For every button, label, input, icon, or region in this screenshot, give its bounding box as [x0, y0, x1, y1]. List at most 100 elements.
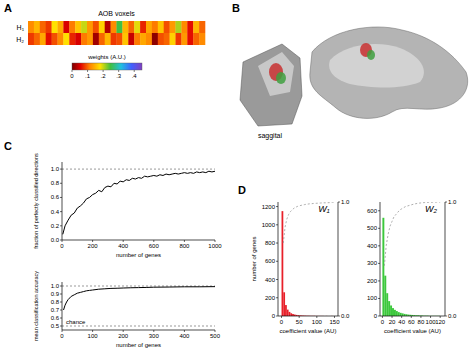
- x-axis: [62, 330, 215, 331]
- colorbar-tick: [103, 70, 104, 72]
- y-tick-label: 0: [374, 313, 378, 319]
- colorbar-tick-label: .4: [132, 73, 138, 79]
- colorbar: [72, 63, 142, 70]
- panel-label: D: [238, 184, 246, 196]
- x-tick-label: 100: [88, 333, 99, 339]
- heatmap-cell: [87, 21, 93, 33]
- x-tick: [440, 316, 441, 318]
- x-tick: [334, 316, 335, 318]
- y-tick: [60, 310, 62, 311]
- y-axis: [62, 162, 63, 240]
- figure: AAOB voxelsH₁H₂weights (A.U.)0.1.2.3.4Bs…: [0, 0, 474, 355]
- y-tick-label: 1000: [262, 222, 276, 228]
- y-tick: [60, 302, 62, 303]
- y-axis: [380, 202, 381, 316]
- x-tick-label: 0: [381, 319, 385, 325]
- heatmap-cell: [111, 33, 117, 45]
- x-tick: [401, 316, 402, 318]
- y-tick-label: 0.0: [51, 237, 60, 243]
- plot-area: [282, 202, 335, 316]
- x-tick: [215, 330, 216, 332]
- colorbar-tick-label: .2: [101, 73, 107, 79]
- x-tick-label: 0: [60, 333, 64, 339]
- heatmap-cell: [164, 33, 170, 45]
- heatmap-title: AOB voxels: [98, 10, 135, 17]
- y-tick-label: 500: [367, 225, 378, 231]
- row-label: H₁: [17, 24, 25, 31]
- histogram-bar: [386, 293, 388, 316]
- brain-render: [329, 44, 424, 88]
- histogram-bar: [392, 308, 394, 316]
- x-axis: [278, 316, 338, 317]
- heatmap-cell: [158, 33, 164, 45]
- heatmap-cell: [69, 33, 75, 45]
- heatmap-cell: [117, 33, 123, 45]
- histogram-bar: [396, 311, 398, 316]
- data-line: [64, 287, 215, 310]
- y-axis-label: fraction of perfectly classified directi…: [33, 153, 39, 249]
- histogram-bar: [394, 310, 396, 316]
- x-tick: [123, 330, 124, 332]
- y-tick: [60, 326, 62, 327]
- y-tick: [378, 316, 380, 317]
- y-tick-label: 0.9: [51, 291, 60, 297]
- x-tick-label: 150: [329, 319, 340, 325]
- heatmap-cell: [34, 33, 40, 45]
- heatmap-cell: [75, 21, 81, 33]
- y-tick-label: 0: [272, 313, 276, 319]
- histogram-bar: [289, 312, 291, 316]
- x-tick: [299, 316, 300, 318]
- colorbar-tick-label: 0: [70, 73, 74, 79]
- y-axis-label: mean classification accuracy: [33, 271, 39, 341]
- heatmap-cell: [40, 21, 46, 33]
- y-tick: [60, 169, 62, 170]
- plot-area: [382, 202, 440, 316]
- heatmap-cell: [140, 33, 146, 45]
- heatmap-cell: [193, 21, 199, 33]
- cumulative-line: [384, 202, 440, 266]
- heatmap-cell: [199, 33, 205, 45]
- x-tick: [215, 240, 216, 242]
- y-tick-label: 0.7: [51, 307, 60, 313]
- chart-title: W₁: [318, 204, 329, 214]
- x-tick-label: 1000: [208, 243, 222, 249]
- x-tick-label: 100: [312, 319, 323, 325]
- y-tick: [378, 210, 380, 211]
- x-tick: [153, 330, 154, 332]
- y-tick-label: 1200: [262, 204, 276, 210]
- colorbar-label: weights (A.U.): [87, 54, 126, 60]
- y-tick-label: 100: [367, 295, 378, 301]
- heatmap-cell: [187, 33, 193, 45]
- x-tick: [411, 316, 412, 318]
- heatmap-cell: [122, 21, 128, 33]
- heatmap-cell: [63, 33, 69, 45]
- histogram-bar: [390, 305, 392, 316]
- x-tick: [123, 240, 124, 242]
- y-tick: [378, 245, 380, 246]
- y-tick-label: 600: [367, 208, 378, 214]
- histogram-bar: [287, 310, 289, 316]
- panel-label: A: [4, 2, 12, 14]
- y-tick: [60, 225, 62, 226]
- heatmap-cell: [52, 21, 58, 33]
- heatmap-cell: [58, 33, 64, 45]
- heatmap-cell: [140, 21, 146, 33]
- x-axis: [62, 240, 215, 241]
- annotation: chance: [66, 319, 86, 325]
- heatmap-cell: [117, 21, 123, 33]
- x-tick: [92, 240, 93, 242]
- x-tick: [281, 316, 282, 318]
- y-tick: [276, 316, 278, 317]
- y-axis: [62, 282, 63, 330]
- histogram-bar: [290, 313, 292, 316]
- histogram-bar: [388, 301, 390, 316]
- y-axis: [278, 202, 279, 316]
- x-tick-label: 400: [118, 243, 129, 249]
- y-tick: [338, 202, 340, 203]
- heatmap-cell: [170, 21, 176, 33]
- colorbar-tick: [87, 70, 88, 72]
- heatmap-cell: [176, 33, 182, 45]
- histogram-bar: [285, 305, 287, 316]
- heatmap-cell: [87, 33, 93, 45]
- heatmap-cell: [69, 21, 75, 33]
